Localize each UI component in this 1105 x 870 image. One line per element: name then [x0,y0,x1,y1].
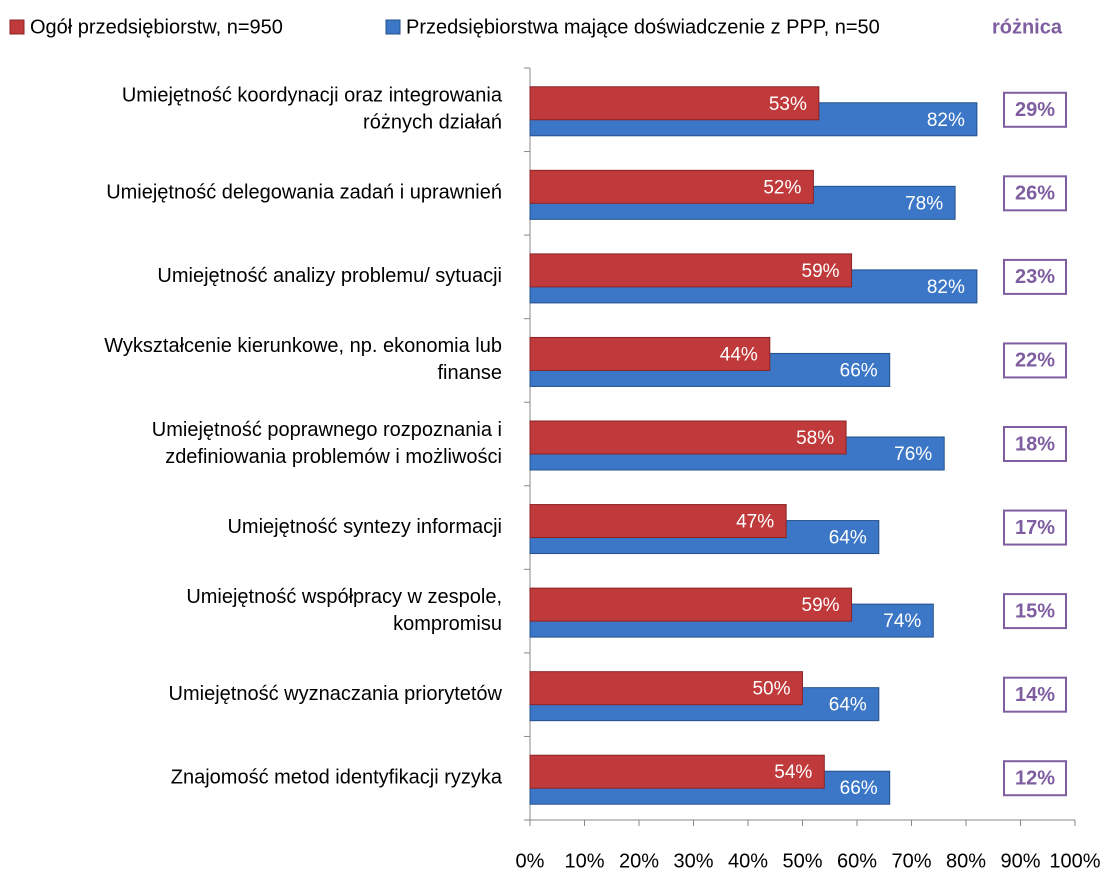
x-tick-label: 100% [1049,850,1100,870]
bar [529,671,803,706]
value-label: 78% [905,193,943,214]
category-label: Umiejętność delegowania zadań i uprawnie… [106,182,502,204]
difference-box [1003,342,1067,379]
value-label: 44% [720,344,758,365]
bar [529,336,771,371]
difference-box [1003,91,1067,128]
value-label: 53% [769,94,807,115]
bar [529,420,847,455]
difference-box [1003,258,1067,295]
category-label: Znajomość metod identyfikacji ryzyka [171,767,503,789]
value-label: 64% [829,528,867,549]
category-label: zdefiniowania problemów i możliwości [165,446,502,468]
bar [529,587,853,622]
category-label: kompromisu [393,613,502,635]
category-label: Umiejętność poprawnego rozpoznania i [152,419,502,441]
x-tick-label: 90% [1000,850,1040,870]
category-label: finanse [438,362,503,384]
difference-label: 14% [1015,684,1055,706]
value-label: 74% [883,611,921,632]
value-label: 58% [796,428,834,449]
legend-label: Ogół przedsiębiorstw, n=950 [30,16,283,38]
value-label: 52% [763,177,801,198]
value-label: 82% [927,277,965,298]
category-label: Umiejętność analizy problemu/ sytuacji [157,265,502,287]
value-label: 47% [736,512,774,533]
value-label: 76% [894,444,932,465]
value-label: 59% [802,595,840,616]
difference-label: 17% [1015,517,1055,539]
x-tick-label: 40% [728,850,768,870]
difference-label: 29% [1015,99,1055,121]
bar [529,253,853,288]
category-label: Umiejętność współpracy w zespole, [186,586,502,608]
value-label: 54% [774,762,812,783]
difference-box [1003,760,1067,797]
bar [529,754,825,789]
difference-label: 26% [1015,183,1055,205]
category-label: Umiejętność syntezy informacji [227,516,502,538]
value-label: 64% [829,695,867,716]
difference-box [1003,175,1067,212]
bar [529,169,814,204]
difference-label: 15% [1015,600,1055,622]
value-label: 50% [752,679,790,700]
category-label: Wykształcenie kierunkowe, np. ekonomia l… [104,335,502,357]
x-tick-label: 10% [564,850,604,870]
x-tick-label: 50% [782,850,822,870]
bar [529,86,820,121]
legend-swatch [9,19,25,35]
legend-swatch [385,19,401,35]
x-tick-label: 30% [673,850,713,870]
category-label: różnych działań [363,112,502,134]
x-tick-label: 70% [891,850,931,870]
x-tick-label: 20% [619,850,659,870]
x-tick-label: 60% [837,850,877,870]
difference-box [1003,676,1067,713]
difference-box [1003,509,1067,546]
category-label: Umiejętność wyznaczania priorytetów [169,683,503,705]
difference-box [1003,426,1067,462]
value-label: 59% [802,261,840,282]
difference-label: 22% [1015,350,1055,372]
x-tick-label: 80% [946,850,986,870]
difference-header: różnica [992,16,1063,38]
difference-label: 12% [1015,768,1055,790]
difference-label: 23% [1015,266,1055,288]
value-label: 66% [840,360,878,381]
difference-label: 18% [1015,433,1055,455]
category-label: Umiejętność koordynacji oraz integrowani… [122,85,503,107]
legend-label: Przedsiębiorstwa mające doświadczenie z … [406,16,880,38]
x-tick-label: 0% [516,850,545,870]
value-label: 82% [927,110,965,131]
bar [529,504,787,539]
value-label: 66% [840,778,878,799]
difference-box [1003,593,1067,630]
